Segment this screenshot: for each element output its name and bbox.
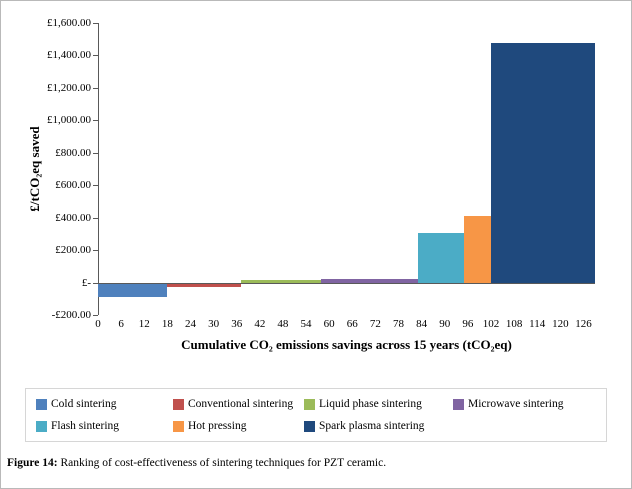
bar-flash-sintering <box>417 233 464 283</box>
y-tick-mark <box>93 250 98 252</box>
y-tick-label: £1,400.00 <box>47 49 91 62</box>
figure-caption-label: Figure 14: <box>7 457 58 469</box>
y-tick-label: £- <box>81 276 91 289</box>
y-tick-label: £200.00 <box>55 244 91 257</box>
x-tick-label: 6 <box>118 318 124 330</box>
legend-label: Cold sintering <box>51 398 117 410</box>
y-tick-mark <box>93 120 98 122</box>
x-tick-label: 96 <box>462 318 474 330</box>
legend-swatch-cold-sintering <box>36 398 47 410</box>
y-tick-label: £1,200.00 <box>47 81 91 94</box>
legend-label: Liquid phase sintering <box>319 398 422 410</box>
bar-spark-plasma-sintering <box>490 43 595 283</box>
x-tick-label: 12 <box>138 318 150 330</box>
y-tick-label: £800.00 <box>55 146 91 159</box>
figure-caption-text: Ranking of cost-effectiveness of sinteri… <box>57 457 387 469</box>
legend-item-hot-pressing: Hot pressing <box>173 420 304 432</box>
legend-item-microwave-sintering: Microwave sintering <box>453 398 596 410</box>
bar-liquid-phase-sintering <box>240 280 322 283</box>
x-tick-label: 90 <box>439 318 451 330</box>
y-tick-label: £1,600.00 <box>47 17 91 29</box>
y-tick-label: £600.00 <box>55 179 91 192</box>
legend-label: Spark plasma sintering <box>319 420 425 432</box>
bar-cold-sintering <box>98 283 168 297</box>
y-tick-label: £400.00 <box>55 211 91 224</box>
y-tick-mark <box>93 185 98 187</box>
x-tick-label: 72 <box>369 318 381 330</box>
legend-item-spark-plasma-sintering: Spark plasma sintering <box>304 420 453 432</box>
y-axis-tick-labels: £1,600.00 £1,400.00 £1,200.00 £1,000.00 £800… <box>1 17 91 321</box>
x-tick-label: 30 <box>208 318 220 330</box>
x-tick-label: 78 <box>393 318 404 330</box>
legend-label: Microwave sintering <box>468 398 564 410</box>
y-tick-mark <box>93 87 98 89</box>
legend-label: Conventional sintering <box>188 398 294 410</box>
x-tick-label: 0 <box>95 318 101 330</box>
x-tick-label: 114 <box>529 318 546 330</box>
legend-item-cold-sintering: Cold sintering <box>36 398 173 410</box>
x-tick-label: 24 <box>184 318 196 330</box>
chart-legend: Cold sintering Conventional sintering Liqu… <box>25 388 607 442</box>
y-tick-mark <box>93 55 98 57</box>
y-axis-line <box>98 23 99 315</box>
legend-swatch-hot-pressing <box>173 420 184 432</box>
legend-item-flash-sintering: Flash sintering <box>36 420 173 432</box>
legend-swatch-flash-sintering <box>36 420 47 432</box>
legend-label: Hot pressing <box>188 420 247 432</box>
x-tick-label: 126 <box>575 318 592 330</box>
x-tick-label: 84 <box>416 318 428 330</box>
legend-item-conventional-sintering: Conventional sintering <box>173 398 304 410</box>
bar-microwave-sintering <box>321 279 418 283</box>
x-tick-label: 102 <box>482 318 500 330</box>
bar-hot-pressing <box>464 216 491 283</box>
y-tick-label: -£200.00 <box>51 309 91 321</box>
y-tick-mark <box>93 282 98 284</box>
legend-label: Flash sintering <box>51 420 120 432</box>
x-tick-label: 48 <box>277 318 289 330</box>
x-axis-tick-labels: 0 6 12 18 24 30 36 42 48 54 60 66 72 78 84 90 96 102 108 11… <box>95 318 595 332</box>
x-axis-zero-line <box>98 282 595 284</box>
y-tick-mark <box>93 152 98 154</box>
x-tick-label: 108 <box>505 318 523 330</box>
y-tick-mark <box>93 315 98 316</box>
legend-swatch-conventional-sintering <box>173 398 184 410</box>
plot-area <box>93 23 595 316</box>
bar-conventional-sintering <box>167 283 241 287</box>
y-tick-label: £1,000.00 <box>47 114 91 127</box>
x-axis-title: Cumulative CO₂ emissions savings across … <box>181 337 512 352</box>
legend-item-liquid-phase-sintering: Liquid phase sintering <box>304 398 453 410</box>
x-tick-label: 36 <box>231 318 243 330</box>
legend-swatch-liquid-phase-sintering <box>304 398 315 410</box>
y-tick-mark <box>93 23 98 24</box>
x-tick-label: 54 <box>300 318 312 330</box>
y-tick-mark <box>93 217 98 219</box>
figure-caption: Figure 14: Ranking of cost-effectiveness… <box>7 457 386 469</box>
x-tick-label: 42 <box>254 318 266 330</box>
x-tick-label: 120 <box>552 318 569 330</box>
x-tick-label: 18 <box>161 318 173 330</box>
x-tick-label: 66 <box>346 318 358 330</box>
legend-swatch-microwave-sintering <box>453 398 464 410</box>
x-tick-label: 60 <box>323 318 335 330</box>
legend-swatch-spark-plasma-sintering <box>304 420 315 432</box>
